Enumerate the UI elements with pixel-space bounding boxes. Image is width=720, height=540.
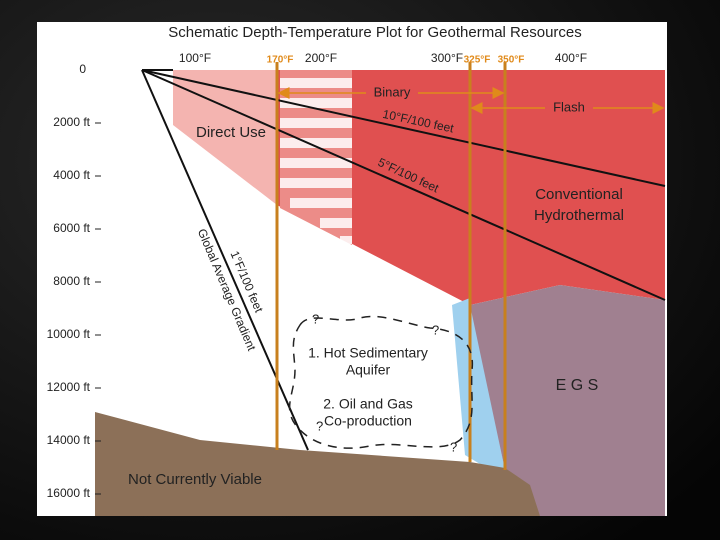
depth-label: 8000 ft (53, 274, 90, 288)
direct-use-label: Direct Use (196, 124, 266, 141)
stripes (280, 78, 352, 244)
oil-gas-label: Co-production (324, 413, 412, 429)
depth-label: 14000 ft (47, 433, 91, 447)
not-viable-label: Not Currently Viable (128, 471, 262, 488)
egs-region (470, 285, 665, 516)
flash-label-bg (545, 100, 593, 116)
egs-label: E G S (556, 377, 599, 394)
depth-label: 6000 ft (53, 221, 90, 235)
question-mark: ? (432, 322, 439, 337)
conventional-label: Hydrothermal (534, 207, 624, 224)
title: Schematic Depth-Temperature Plot for Geo… (168, 24, 582, 41)
depth-label: 12000 ft (47, 380, 91, 394)
gradient-lines (141, 69, 666, 451)
sedimentary-label: 1. Hot Sedimentary (308, 345, 428, 361)
binary-label: Binary (374, 84, 411, 99)
temperature-lines (275, 62, 507, 470)
question-mark: ? (312, 311, 319, 326)
flash-label: Flash (553, 99, 585, 114)
dashed-cloud (288, 315, 474, 449)
question-mark: ? (316, 418, 323, 433)
direct-use-region (173, 70, 277, 205)
depth-label: 0 (79, 62, 86, 76)
question-mark: ? (450, 439, 457, 454)
depth-axis: 0 2000 ft 4000 ft 6000 ft 8000 ft 10000 ft 120… (47, 62, 101, 500)
conventional-label: Conventional (535, 186, 623, 203)
sedimentary-label: Aquifer (346, 362, 391, 378)
temp-label: 300°F (431, 51, 463, 65)
binary-label-bg (366, 85, 418, 101)
temp-label: 325°F (464, 55, 491, 66)
temp-label: 350°F (498, 55, 525, 66)
depth-label: 16000 ft (47, 486, 91, 500)
temp-label: 100°F (179, 51, 211, 65)
temp-label: 200°F (305, 51, 337, 65)
oil-gas-label: 2. Oil and Gas (323, 396, 413, 412)
temp-label: 170°F (267, 55, 294, 66)
transition-region (452, 298, 540, 516)
depth-label: 4000 ft (53, 168, 90, 182)
not-viable-region (95, 412, 540, 516)
temp-label: 400°F (555, 51, 587, 65)
depth-label: 2000 ft (53, 115, 90, 129)
depth-label: 10000 ft (47, 327, 91, 341)
